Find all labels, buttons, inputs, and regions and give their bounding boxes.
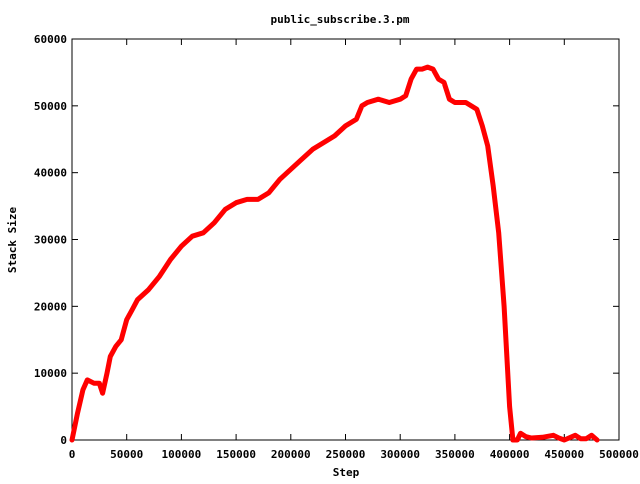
x-tick-label: 50000 — [110, 448, 143, 461]
series-line — [69, 64, 600, 443]
plot-area-frame — [71, 38, 620, 441]
x-tick-label: 0 — [69, 448, 76, 461]
y-tick-label: 40000 — [34, 167, 67, 180]
x-tick-label: 250000 — [326, 448, 366, 461]
x-tick-label: 500000 — [599, 448, 639, 461]
axis-ticks: 0 50000 100000 150000 200000 250000 300000 3500… — [34, 33, 639, 461]
x-tick-label: 150000 — [216, 448, 256, 461]
y-axis-label: Stack Size — [6, 207, 19, 274]
x-tick-label: 400000 — [490, 448, 530, 461]
x-tick-label: 200000 — [271, 448, 311, 461]
x-axis-label: Step — [333, 466, 360, 479]
chart-title: public_subscribe.3.pm — [270, 13, 409, 26]
series-layer — [69, 64, 600, 443]
y-tick-label: 20000 — [34, 300, 67, 313]
x-tick-label: 350000 — [435, 448, 475, 461]
x-tick-label: 450000 — [544, 448, 584, 461]
x-tick-label: 300000 — [380, 448, 420, 461]
x-tick-label: 100000 — [162, 448, 202, 461]
y-tick-label: 50000 — [34, 100, 67, 113]
y-tick-label: 30000 — [34, 234, 67, 247]
y-tick-label: 0 — [60, 434, 67, 447]
y-tick-label: 60000 — [34, 33, 67, 46]
y-tick-label: 10000 — [34, 367, 67, 380]
